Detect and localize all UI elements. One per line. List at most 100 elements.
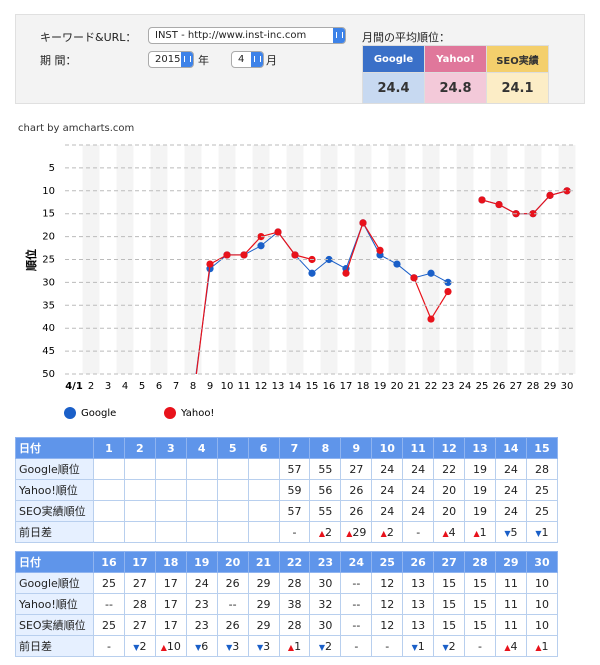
header-cell: 23 [309,551,342,573]
cell: 10 [525,614,559,636]
cell: 23 [185,614,218,636]
cell [123,458,156,480]
x-tick-label: 9 [207,381,213,392]
diff-arrow: ▼ [535,528,542,538]
month-value: 4 [238,54,245,65]
diff-arrow: ▲ [473,528,480,538]
y-axis-label: 順位 [24,249,38,271]
cell [247,521,280,543]
cell: 27 [340,458,373,480]
cell [247,458,280,480]
header-cell: 6 [247,437,280,459]
cell: 24 [371,458,404,480]
data-row: SEO実績順位 25 27 17 23 26 29 28 30 -- 12 13 15 15 11 10 [15,614,559,636]
cell: 29 [247,614,280,636]
header-cell: 18 [154,551,187,573]
header-cell: 16 [93,551,125,573]
avg-value: 24.4 [362,72,425,104]
y-tick-label: 20 [42,232,55,243]
row-label: Yahoo!順位 [15,593,94,615]
diff-arrow: ▼ [504,528,511,538]
x-tick-label: 7 [173,381,179,392]
cell: 19 [464,458,496,480]
cell: -- [340,593,373,615]
header-cell: 15 [525,437,559,459]
y-tick-label: 25 [42,255,55,266]
x-tick-label: 28 [527,381,540,392]
day-table: 日付 16 17 18 19 20 21 22 23 24 25 26 27 28 29 30 Google順位… [15,551,559,657]
x-tick-label: 5 [139,381,145,392]
point [189,398,196,405]
cell: 19 [464,500,496,522]
cell: 26 [216,614,249,636]
row-label: SEO実績順位 [15,614,94,636]
header-cell: 5 [216,437,249,459]
x-tick-label: 12 [255,381,268,392]
cell: ▼1 [525,521,559,543]
x-tick-label: 26 [493,381,506,392]
point [478,196,486,204]
header-cell: 24 [340,551,373,573]
chart: 順位 4/1 2 3 4 5 6 7 8 9 10 11 12 13 14 15 16 17 18 19 20 21 22… [24,144,576,419]
point [189,393,196,400]
x-tick-label: 20 [391,381,404,392]
header-cell: 29 [494,551,527,573]
cell [123,479,156,501]
cell: 38 [278,593,311,615]
cell: ▼3 [216,635,249,657]
cell: ▼2 [309,635,342,657]
y-tick-label: 45 [42,346,55,357]
cell: 12 [371,572,404,594]
cell: -- [93,593,125,615]
cell: 32 [309,593,342,615]
cell [154,479,187,501]
cell: 57 [278,500,311,522]
cell [93,521,125,543]
x-tick-label: 11 [238,381,251,392]
cell [154,500,187,522]
header-cell: 30 [525,551,559,573]
header-cell: 11 [402,437,435,459]
x-tick-label: 13 [272,381,285,392]
day-table: 日付 1 2 3 4 5 6 7 8 9 10 11 12 13 14 15 Google順位 57 55 27 24 2… [15,437,559,543]
cell: 24 [402,458,435,480]
cell: - [464,635,496,657]
diff-arrow: ▲ [160,642,167,652]
x-tick-label: 14 [289,381,302,392]
y-tick-label: 40 [42,323,55,334]
legend-label: Yahoo! [180,408,214,419]
cell: 24 [371,479,404,501]
cell: 20 [433,479,466,501]
x-tick-label: 15 [306,381,319,392]
x-tick-label: 3 [105,381,111,392]
cell: 30 [309,572,342,594]
y-tick-label: 35 [42,300,55,311]
cell: 55 [309,458,342,480]
point [342,269,350,277]
y-tick-label: 15 [42,209,55,220]
stripe [82,145,100,374]
y-tick-label: 10 [42,186,55,197]
cell: - [278,521,311,543]
x-tick-label: 23 [442,381,455,392]
cell [185,458,218,480]
point [393,260,401,268]
month-select[interactable]: 4 [231,51,264,68]
cell: 24 [494,458,527,480]
keyword-label: キーワード&URL： [40,31,137,44]
cell [93,500,125,522]
series-line [195,221,449,374]
select-arrow [251,52,263,67]
year-select[interactable]: 2015 [148,51,194,68]
cell: 10 [525,593,559,615]
diff-arrow: ▼ [226,642,233,652]
point [257,242,265,250]
keyword-select[interactable]: INST - http://www.inst-inc.com [148,27,346,44]
cell: 15 [464,614,496,636]
row-label: Google順位 [15,458,94,480]
cell: 23 [185,593,218,615]
diff-arrow: ▲ [535,642,542,652]
header-cell: 日付 [15,551,94,573]
cell: ▼3 [247,635,280,657]
diff-arrow: ▼ [442,642,449,652]
